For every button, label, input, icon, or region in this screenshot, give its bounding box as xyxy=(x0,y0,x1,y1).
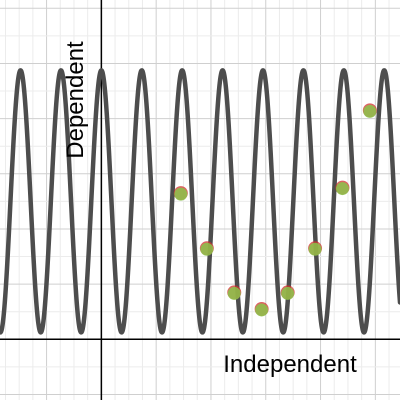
data-point[interactable] xyxy=(280,285,295,300)
data-point-inner xyxy=(308,242,322,256)
data-point[interactable] xyxy=(173,186,188,201)
data-point[interactable] xyxy=(335,180,350,196)
points-layer xyxy=(173,103,377,317)
data-point-inner xyxy=(281,286,295,300)
data-point-inner xyxy=(363,104,377,118)
y-axis-label: Dependent xyxy=(62,41,89,159)
data-point[interactable] xyxy=(308,241,323,256)
data-point[interactable] xyxy=(227,285,242,300)
data-point-inner xyxy=(255,303,269,317)
data-point-inner xyxy=(335,182,349,196)
data-point-inner xyxy=(174,187,188,201)
data-point[interactable] xyxy=(254,301,269,317)
data-point[interactable] xyxy=(362,103,377,118)
sinusoid-curve[interactable] xyxy=(0,68,400,335)
data-point-inner xyxy=(200,242,214,256)
curve-layer xyxy=(0,68,400,335)
data-point-inner xyxy=(227,286,241,300)
data-point[interactable] xyxy=(199,241,214,256)
x-axis-label: Independent xyxy=(223,351,357,378)
